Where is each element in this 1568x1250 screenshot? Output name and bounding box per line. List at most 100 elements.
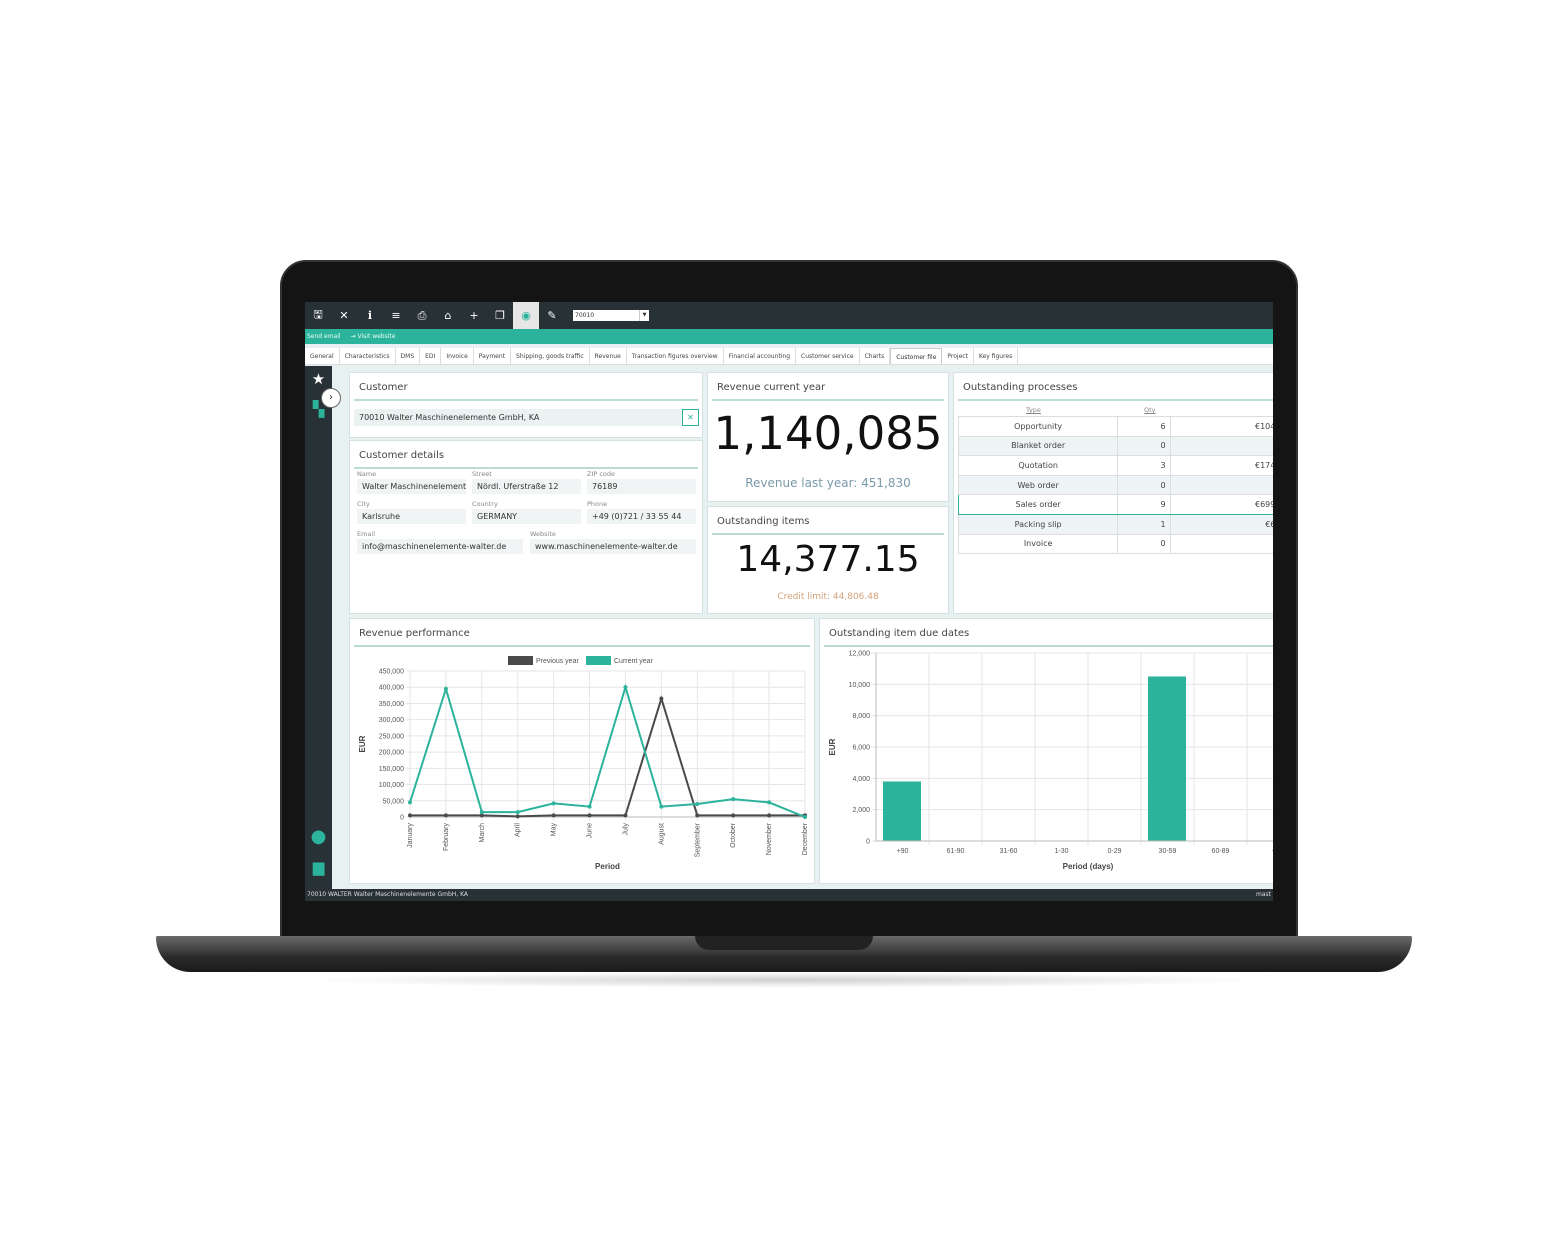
- star-icon[interactable]: ★: [311, 370, 326, 388]
- phone-field[interactable]: +49 (0)721 / 33 55 44: [587, 509, 696, 524]
- cell-type: Blanket order: [957, 435, 1119, 457]
- close-icon[interactable]: ✕: [339, 309, 349, 322]
- tab-key-figures[interactable]: Key figures: [974, 348, 1019, 364]
- toolbar: 🖫 ✕ i ≡ ⎙ ⌂ + ❐ ◉ ✎ 70010 ▼: [305, 302, 1273, 329]
- x-tick-label: +90: [897, 848, 909, 855]
- info-icon[interactable]: i: [367, 309, 373, 322]
- tab-payment[interactable]: Payment: [474, 348, 512, 364]
- chat-icon[interactable]: ▆: [312, 858, 325, 876]
- eye-icon[interactable]: ◉: [513, 302, 539, 329]
- tab-customer-file[interactable]: Customer file: [890, 348, 943, 364]
- table-row[interactable]: Blanket order 0: [957, 435, 1273, 457]
- print-icon[interactable]: ⎙: [417, 308, 427, 322]
- x-tick-label: 61-90: [947, 848, 965, 855]
- y-tick-label: 0: [400, 815, 404, 822]
- tab-project[interactable]: Project: [942, 348, 974, 364]
- tab-general[interactable]: General: [305, 348, 340, 364]
- y-tick-label: 450,000: [379, 669, 404, 676]
- x-tick-label: October: [730, 822, 737, 848]
- cell-type: Web order: [957, 474, 1119, 496]
- tab-characteristics[interactable]: Characteristics: [340, 348, 396, 364]
- cell-amount: €699,3: [1169, 494, 1273, 515]
- customer-select[interactable]: 70010 ▼: [573, 310, 649, 321]
- series-line-1: [409, 683, 806, 818]
- copy-icon[interactable]: ❐: [495, 309, 505, 322]
- cell-amount: €104,6: [1169, 416, 1273, 437]
- email-field[interactable]: info@maschinenelemente-walter.de: [357, 539, 523, 554]
- action-bar: Send email ⇥ Visit website: [305, 329, 1273, 344]
- dashboard-icon[interactable]: ▚: [312, 400, 325, 418]
- visit-website-label: Visit website: [357, 333, 396, 340]
- outstanding-items-panel: Outstanding items 14,377.15 Credit limit…: [707, 506, 949, 614]
- divider: [354, 645, 810, 647]
- y-axis-label: EUR: [828, 738, 837, 755]
- list-icon[interactable]: ≡: [391, 309, 401, 322]
- tab-edi[interactable]: EDI: [420, 348, 442, 364]
- cell-qty: 1: [1117, 513, 1171, 535]
- data-point: [731, 813, 736, 818]
- data-point: [767, 813, 772, 818]
- expand-sidebar-button[interactable]: ›: [321, 388, 341, 408]
- send-email-button[interactable]: Send email: [307, 333, 341, 340]
- tab-invoice[interactable]: Invoice: [441, 348, 474, 364]
- y-tick-label: 250,000: [379, 733, 404, 740]
- cell-qty: 3: [1117, 455, 1171, 476]
- tab-shipping-goods-traffic[interactable]: Shipping, goods traffic: [511, 348, 590, 364]
- street-field[interactable]: Nördl. Uferstraße 12: [472, 479, 581, 494]
- status-right: mast: [1256, 891, 1271, 898]
- tab-customer-service[interactable]: Customer service: [796, 348, 860, 364]
- name-field[interactable]: Walter Maschinenelemente GmbH, KA: [357, 479, 466, 494]
- website-label: Website: [530, 530, 556, 538]
- x-axis-label: Period (days): [1063, 862, 1114, 871]
- customer-panel: Customer 70010 Walter Maschinenelemente …: [349, 372, 703, 438]
- revenue-panel: Revenue current year 1,140,085 Revenue l…: [707, 372, 949, 502]
- table-row[interactable]: Web order 0: [957, 474, 1273, 496]
- x-tick-label: May: [551, 823, 558, 837]
- website-field[interactable]: www.maschinenelemente-walter.de: [530, 539, 696, 554]
- country-field[interactable]: GERMANY: [472, 509, 581, 524]
- tab-transaction-figures-overview[interactable]: Transaction figures overview: [627, 348, 724, 364]
- x-tick-label: 30-59: [1159, 848, 1177, 855]
- cell-qty: 6: [1117, 416, 1171, 437]
- tab-dms[interactable]: DMS: [396, 348, 421, 364]
- y-axis-label: EUR: [358, 735, 367, 752]
- y-tick-label: 300,000: [379, 717, 404, 724]
- tab-revenue[interactable]: Revenue: [590, 348, 627, 364]
- user-icon[interactable]: ●: [310, 826, 327, 847]
- cell-type: Opportunity: [957, 416, 1119, 437]
- customer-field[interactable]: 70010 Walter Maschinenelemente GmbH, KA: [354, 409, 682, 426]
- x-tick-label: September: [694, 822, 701, 857]
- visit-website-button[interactable]: ⇥ Visit website: [350, 333, 396, 340]
- legend-swatch: [586, 656, 611, 665]
- column-header-type: Type: [1026, 406, 1041, 414]
- y-tick-label: 200,000: [379, 750, 404, 757]
- laptop-notch: [695, 936, 873, 950]
- status-bar: 70010 WALTER Walter Maschinenelemente Gm…: [305, 889, 1273, 901]
- table-row[interactable]: Invoice 0: [957, 533, 1273, 555]
- x-tick-label: August: [658, 823, 665, 845]
- home-icon[interactable]: ⌂: [444, 309, 452, 322]
- plus-icon[interactable]: +: [469, 309, 479, 322]
- revenue-last-year: Revenue last year: 451,830: [745, 476, 911, 490]
- tab-charts[interactable]: Charts: [860, 348, 891, 364]
- save-icon[interactable]: 🖫: [313, 308, 323, 321]
- data-point: [803, 815, 807, 819]
- cell-amount: €6,5: [1169, 513, 1273, 535]
- edit-icon[interactable]: ✎: [547, 309, 557, 322]
- data-point: [731, 797, 736, 802]
- panel-title: Customer: [359, 382, 408, 393]
- clear-icon[interactable]: ✕: [682, 409, 699, 426]
- x-tick-label: January: [407, 823, 414, 848]
- data-point: [587, 804, 592, 809]
- x-axis-label: Period: [595, 862, 620, 871]
- x-tick-label: June: [587, 823, 594, 838]
- city-field[interactable]: Karlsruhe: [357, 509, 466, 524]
- tab-financial-accounting[interactable]: Financial accounting: [724, 348, 797, 364]
- zip-field[interactable]: 76189: [587, 479, 696, 494]
- app-screen: 🖫 ✕ i ≡ ⎙ ⌂ + ❐ ◉ ✎ 70010 ▼ Send email ⇥ …: [305, 302, 1273, 901]
